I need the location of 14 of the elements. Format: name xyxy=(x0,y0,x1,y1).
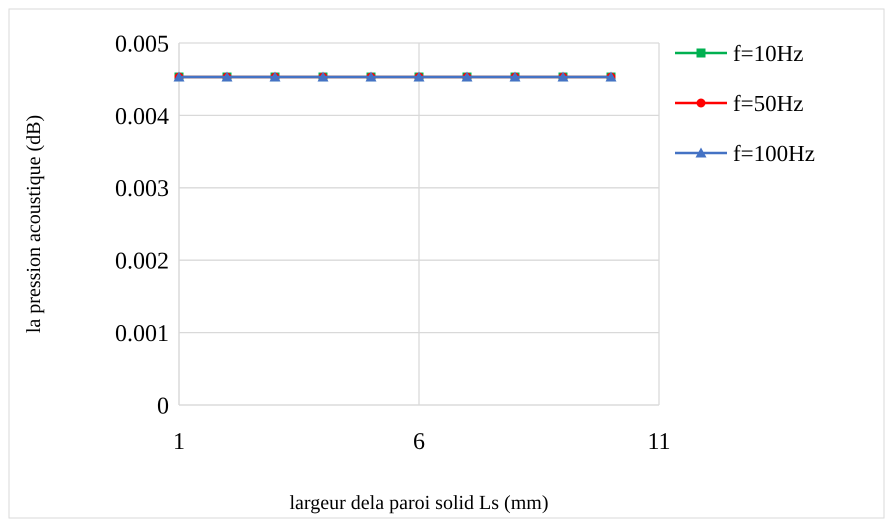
y-tick-label: 0.003 xyxy=(115,176,169,202)
y-tick-label: 0.004 xyxy=(115,104,169,130)
legend-label: f=10Hz xyxy=(733,41,804,66)
y-tick-label: 0.001 xyxy=(115,321,169,347)
y-tick-label: 0.005 xyxy=(115,31,169,58)
y-tick-label: 0.002 xyxy=(115,248,169,275)
y-tick-label: 0 xyxy=(157,393,169,420)
legend-label: f=50Hz xyxy=(733,91,804,116)
legend-label: f=100Hz xyxy=(733,141,815,166)
x-tick-label: 1 xyxy=(173,429,185,455)
x-tick-label: 11 xyxy=(647,429,671,455)
y-axis-title: la pression acoustique (dB) xyxy=(23,114,45,334)
x-tick-label: 6 xyxy=(413,429,425,455)
x-axis-title: largeur dela paroi solid Ls (mm) xyxy=(289,492,549,514)
